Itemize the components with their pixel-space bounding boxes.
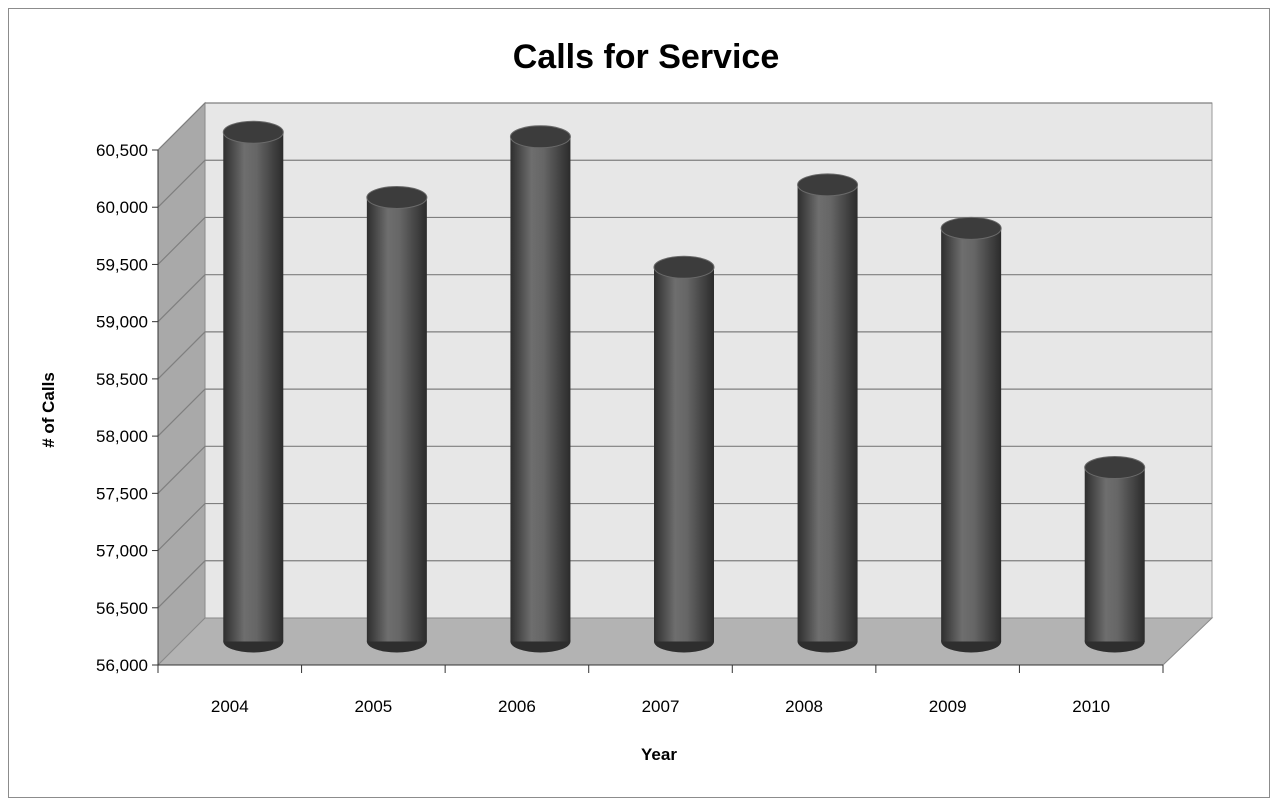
gridlines [157,102,1212,609]
y-tick-label: 60,000 [96,198,148,217]
y-axis-ticks: 56,000 56,500 57,000 57,500 58,000 58,500 59,0… [96,141,159,675]
bar-top [222,120,284,144]
side-wall [157,101,206,667]
gridline [157,216,1212,265]
y-tick-label: 59,000 [96,313,148,332]
gridline [157,331,1212,380]
bar-body [510,136,571,642]
y-tick-label: 57,500 [96,484,148,503]
gridline [157,502,1212,551]
bar [366,185,428,653]
bar-top [366,185,428,209]
bar [1084,456,1146,653]
x-tick-label: 2005 [354,697,392,716]
y-axis-title: # of Calls [39,372,58,448]
x-tick-label: 2008 [785,697,823,716]
bar-top [1084,456,1146,480]
bar [653,255,715,653]
gridline [157,560,1212,609]
x-tick-label: 2006 [498,697,536,716]
gridline [157,274,1212,323]
bar-top [509,125,571,149]
y-tick-label: 56,000 [96,656,148,675]
x-axis-title: Year [641,745,677,764]
chart-title: Calls for Service [513,38,779,76]
x-tick-label: 2007 [642,697,680,716]
bar [797,173,859,653]
bar [222,120,284,653]
bar-body [1084,467,1145,642]
bar [940,216,1002,653]
x-axis-ticks: 2004 2005 2006 2007 2008 2009 2010 [157,664,1164,716]
y-tick-label: 60,500 [96,141,148,160]
bar-body [366,197,427,642]
x-tick-label: 2004 [211,697,249,716]
bar-top [653,255,715,279]
bar-body [223,132,284,642]
y-tick-label: 57,000 [96,542,148,561]
gridline [157,159,1212,208]
gridline [157,388,1212,437]
y-tick-label: 56,500 [96,599,148,618]
bar-body [654,267,714,642]
y-tick-label: 59,500 [96,255,148,274]
bar-top [797,173,859,197]
bar [509,125,571,653]
gridline [157,102,1212,151]
bars [222,120,1146,653]
y-tick-label: 58,000 [96,427,148,446]
x-tick-label: 2009 [929,697,967,716]
bar-top [940,216,1002,240]
y-tick-label: 58,500 [96,370,148,389]
bar-body [941,228,1002,642]
x-tick-label: 2010 [1072,697,1110,716]
bar-body [797,184,858,642]
gridline [157,445,1212,494]
